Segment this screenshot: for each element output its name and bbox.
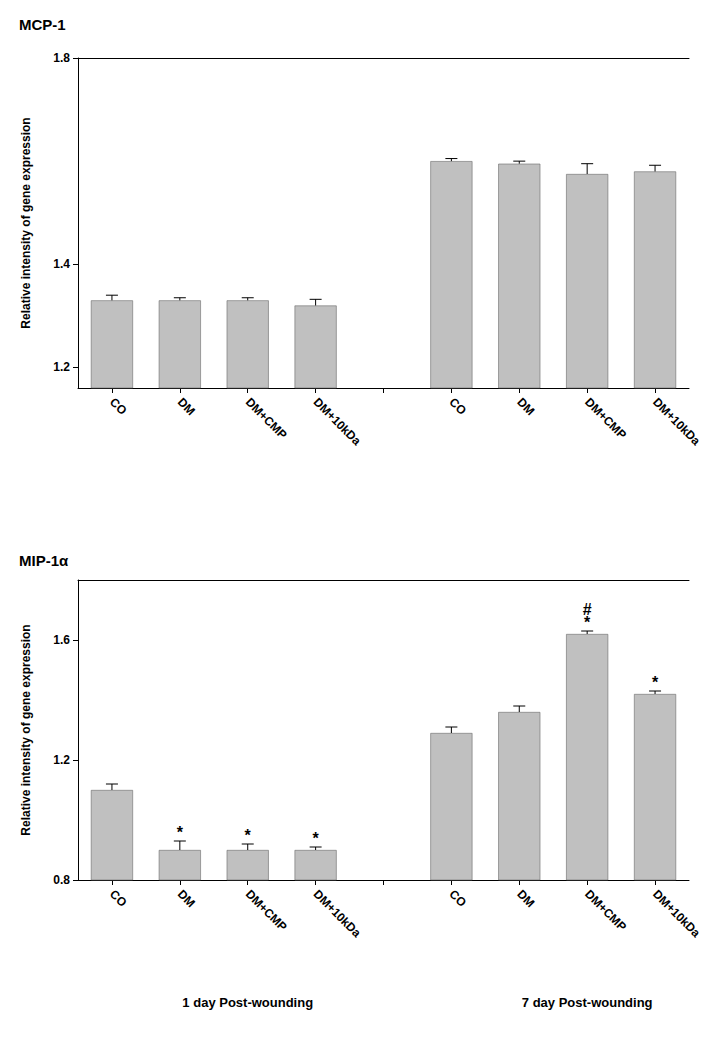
svg-text:0.8: 0.8 bbox=[53, 873, 70, 887]
svg-text:DM: DM bbox=[175, 395, 198, 418]
svg-text:*: * bbox=[652, 674, 659, 691]
svg-text:Relative intensity of gene exp: Relative intensity of gene expression bbox=[19, 117, 33, 328]
svg-text:MIP-1α: MIP-1α bbox=[19, 552, 69, 569]
svg-text:7 day Post-wounding: 7 day Post-wounding bbox=[522, 995, 653, 1010]
svg-text:*: * bbox=[584, 614, 591, 631]
svg-text:MCP-1: MCP-1 bbox=[19, 16, 66, 33]
svg-text:CO: CO bbox=[446, 395, 469, 418]
svg-text:DM: DM bbox=[514, 887, 537, 910]
svg-text:DM+CMP: DM+CMP bbox=[243, 395, 290, 442]
svg-text:CO: CO bbox=[107, 887, 130, 910]
svg-text:DM+CMP: DM+CMP bbox=[243, 887, 290, 934]
svg-text:DM: DM bbox=[175, 887, 198, 910]
svg-text:*: * bbox=[312, 830, 319, 847]
svg-text:DM+10kDa: DM+10kDa bbox=[650, 887, 703, 940]
svg-text:DM+10kDa: DM+10kDa bbox=[650, 395, 703, 448]
svg-text:CO: CO bbox=[446, 887, 469, 910]
svg-text:1.8: 1.8 bbox=[53, 51, 70, 65]
svg-text:1.6: 1.6 bbox=[53, 633, 70, 647]
svg-text:1 day Post-wounding: 1 day Post-wounding bbox=[182, 995, 313, 1010]
svg-text:*: * bbox=[177, 824, 184, 841]
svg-text:1.4: 1.4 bbox=[53, 257, 70, 271]
svg-text:DM+CMP: DM+CMP bbox=[582, 395, 629, 442]
svg-text:DM: DM bbox=[514, 395, 537, 418]
svg-text:DM+10kDa: DM+10kDa bbox=[311, 887, 364, 940]
svg-text:1.2: 1.2 bbox=[53, 753, 70, 767]
svg-text:DM+CMP: DM+CMP bbox=[582, 887, 629, 934]
svg-text:CO: CO bbox=[107, 395, 130, 418]
svg-text:*: * bbox=[245, 827, 252, 844]
svg-text:1.2: 1.2 bbox=[53, 360, 70, 374]
svg-text:Relative intensity of gene exp: Relative intensity of gene expression bbox=[19, 624, 33, 835]
svg-text:DM+10kDa: DM+10kDa bbox=[311, 395, 364, 448]
